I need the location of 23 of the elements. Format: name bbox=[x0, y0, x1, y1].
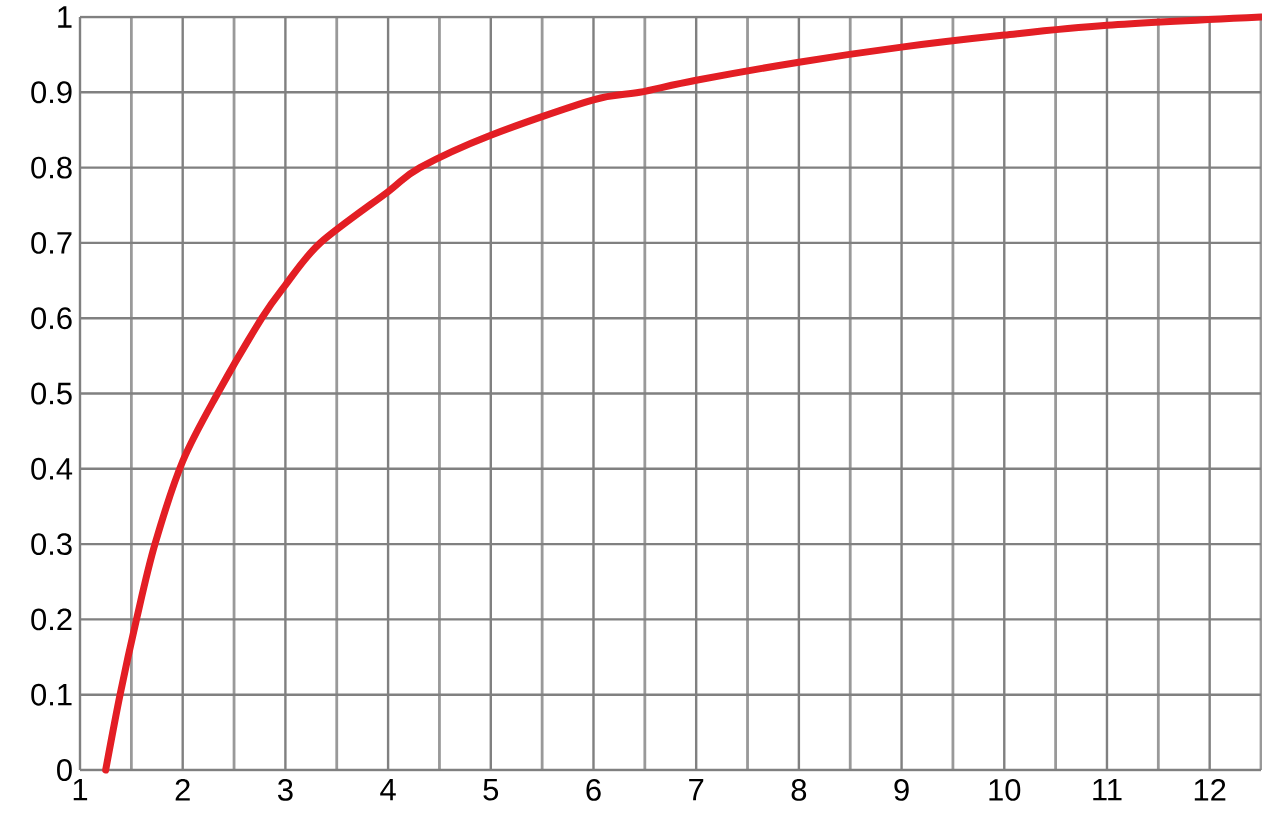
y-tick-label: 0.3 bbox=[31, 533, 72, 556]
y-tick-label: 1 bbox=[58, 6, 72, 28]
x-tick-label: 1 bbox=[73, 778, 88, 801]
y-tick-label: 0.4 bbox=[31, 457, 73, 480]
y-tick-label: 0.6 bbox=[31, 307, 72, 330]
y-tick-label: 0.9 bbox=[31, 81, 72, 104]
x-tick-label: 11 bbox=[1093, 778, 1122, 801]
y-tick-label: 0.7 bbox=[31, 231, 72, 254]
y-tick-label: 0.2 bbox=[31, 608, 72, 631]
x-tick-label: 2 bbox=[175, 778, 190, 801]
y-tick-label: 0.8 bbox=[31, 156, 72, 179]
x-tick-label: 5 bbox=[483, 778, 499, 801]
x-tick-label: 10 bbox=[989, 778, 1021, 801]
x-tick-label: 4 bbox=[380, 778, 396, 801]
x-tick-label: 8 bbox=[791, 778, 807, 801]
y-tick-label: 0.1 bbox=[31, 683, 72, 706]
x-tick-label: 7 bbox=[689, 778, 704, 801]
x-tick-label: 3 bbox=[277, 778, 293, 801]
x-tick-label: 12 bbox=[1194, 778, 1226, 801]
y-tick-label: 0 bbox=[57, 759, 72, 781]
x-tick-label: 6 bbox=[586, 778, 601, 801]
x-tick-label: 9 bbox=[894, 778, 909, 801]
y-tick-label: 0.5 bbox=[31, 382, 72, 405]
